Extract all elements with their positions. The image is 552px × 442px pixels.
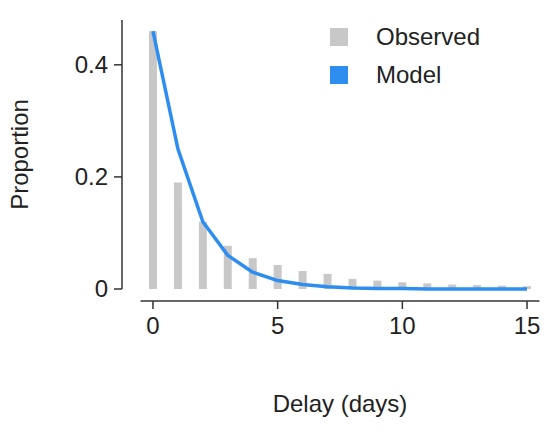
plot-area [149,31,531,289]
chart: 0 5 10 15 0 0.2 0.4 Delay (days) Proportion Obser… [0,0,552,442]
y-axis-line [121,20,123,289]
bar [174,183,182,289]
x-axis-label: Delay (days) [273,390,408,417]
y-tick [114,288,122,290]
x-tick [402,301,404,309]
x-tick [152,301,154,309]
x-tick [277,301,279,309]
x-tick [526,301,528,309]
legend: Observed Model [330,23,480,88]
legend-label: Observed [376,23,480,50]
legend-swatch [330,66,348,84]
x-tick-label: 5 [271,312,284,339]
axes: 0 5 10 15 0 0.2 0.4 [75,20,541,339]
legend-label: Model [376,61,441,88]
x-tick-label: 0 [146,312,159,339]
x-axis-line [141,300,540,302]
bar [274,265,282,289]
model-line [153,31,527,289]
legend-swatch [330,28,348,46]
y-tick-label: 0.2 [75,163,108,190]
y-tick [114,176,122,178]
bar [149,31,157,289]
y-axis-label: Proportion [6,99,33,210]
bar [199,222,207,289]
x-tick-label: 10 [389,312,416,339]
y-tick [114,64,122,66]
y-tick-label: 0 [95,275,108,302]
x-tick-label: 15 [514,312,541,339]
y-tick-label: 0.4 [75,51,108,78]
